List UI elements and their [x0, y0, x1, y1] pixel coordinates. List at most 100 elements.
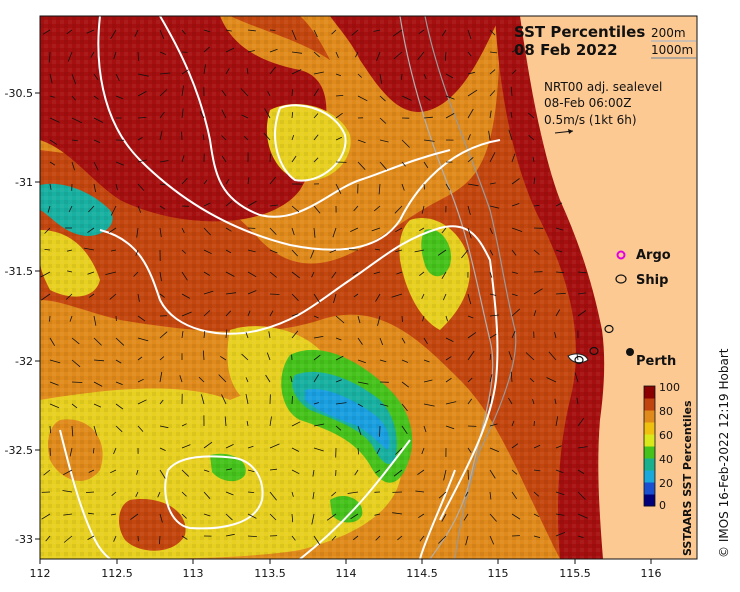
current-time-label: 08-Feb 06:00Z: [544, 96, 631, 110]
current-vector: [379, 337, 384, 346]
colorbar-segment: [644, 422, 655, 435]
current-vector: [291, 513, 294, 523]
current-vector: [291, 313, 299, 317]
current-vector: [511, 48, 519, 53]
current-vector: [93, 183, 96, 193]
current-vector: [401, 161, 406, 167]
current-vector: [181, 311, 192, 317]
current-vector: [401, 139, 410, 148]
current-vector: [528, 135, 535, 141]
current-vector: [489, 469, 496, 479]
current-vector: [159, 447, 166, 451]
current-vector: [291, 89, 293, 97]
x-tick-label: 115: [488, 567, 509, 580]
current-vector: [510, 86, 513, 97]
current-vector: [555, 513, 565, 516]
current-vector: [247, 513, 257, 519]
x-tick-label: 113.5: [254, 567, 286, 580]
current-vector: [357, 403, 363, 408]
current-vector: [203, 202, 211, 207]
current-vector: [421, 447, 425, 455]
current-vector: [396, 271, 403, 275]
current-vector: [461, 249, 469, 259]
current-vector: [533, 513, 540, 518]
current-vector: [489, 374, 493, 383]
current-vector: [357, 425, 362, 436]
current-vector: [313, 157, 319, 163]
current-vector: [291, 293, 299, 301]
current-vector: [40, 271, 51, 278]
current-vector: [465, 491, 469, 497]
current-vector: [423, 359, 430, 363]
current-vector: [423, 116, 433, 119]
current-vector: [247, 177, 250, 185]
current-vector: [181, 469, 189, 477]
x-tick-label: 114.5: [406, 567, 438, 580]
current-vector: [221, 394, 227, 405]
current-vector: [393, 51, 403, 60]
current-vector: [93, 95, 99, 100]
current-vector: [511, 491, 518, 500]
map-date: 08 Feb 2022: [514, 41, 618, 59]
current-vector: [511, 469, 518, 475]
current-vector: [137, 425, 144, 432]
current-vector: [225, 468, 233, 471]
current-vector: [247, 445, 254, 449]
current-vector: [199, 111, 205, 119]
current-vector: [181, 69, 189, 75]
current-vector: [401, 381, 410, 388]
current-vector: [65, 293, 73, 300]
current-vector: [489, 314, 499, 317]
current-vector: [202, 134, 205, 141]
current-vector: [489, 182, 496, 185]
current-vector: [577, 513, 588, 519]
current-vector: [313, 315, 319, 319]
current-vector: [313, 227, 316, 238]
current-vector: [357, 73, 362, 78]
current-vector: [137, 293, 140, 302]
current-vector: [225, 444, 234, 449]
current-vector: [49, 51, 51, 63]
current-vector: [419, 271, 425, 277]
current-vector: [49, 403, 60, 409]
current-vector: [555, 416, 559, 427]
current-vector: [313, 447, 324, 452]
current-vector: [115, 425, 123, 433]
current-vector: [63, 513, 73, 516]
current-vector: [311, 513, 315, 525]
current-vector: [422, 315, 425, 322]
current-vector: [181, 444, 191, 449]
current-vector: [313, 354, 321, 361]
current-vector: [467, 350, 475, 361]
current-vector: [181, 423, 187, 427]
current-vector: [108, 227, 117, 233]
current-vector: [395, 447, 403, 455]
sealevel-contours: [59, 16, 501, 559]
contour-1000m: [424, 16, 517, 559]
credit-text: © IMOS 16-Feb-2022 12:19 Hobart: [717, 348, 731, 558]
current-vector: [203, 310, 211, 317]
current-vector: [225, 533, 235, 537]
current-vector: [489, 491, 492, 500]
current-vector: [467, 29, 472, 40]
current-vector: [225, 29, 232, 32]
current-vector: [241, 114, 249, 119]
current-vector: [313, 402, 320, 405]
current-vector: [357, 315, 361, 324]
current-vector: [88, 469, 95, 473]
current-vector: [87, 271, 95, 275]
current-vector: [93, 117, 104, 123]
current-vector: [443, 469, 447, 481]
current-vector: [291, 29, 297, 41]
colorbar-segment: [644, 410, 655, 423]
current-vector: [379, 425, 381, 437]
current-vector: [137, 378, 144, 383]
current-vector: [378, 183, 381, 195]
current-vector: [374, 513, 381, 516]
current-vector: [508, 129, 513, 141]
current-vector: [489, 152, 496, 163]
current-vector: [87, 512, 95, 515]
current-vector: [159, 89, 168, 97]
current-vector: [489, 423, 498, 427]
current-vector: [49, 95, 55, 98]
